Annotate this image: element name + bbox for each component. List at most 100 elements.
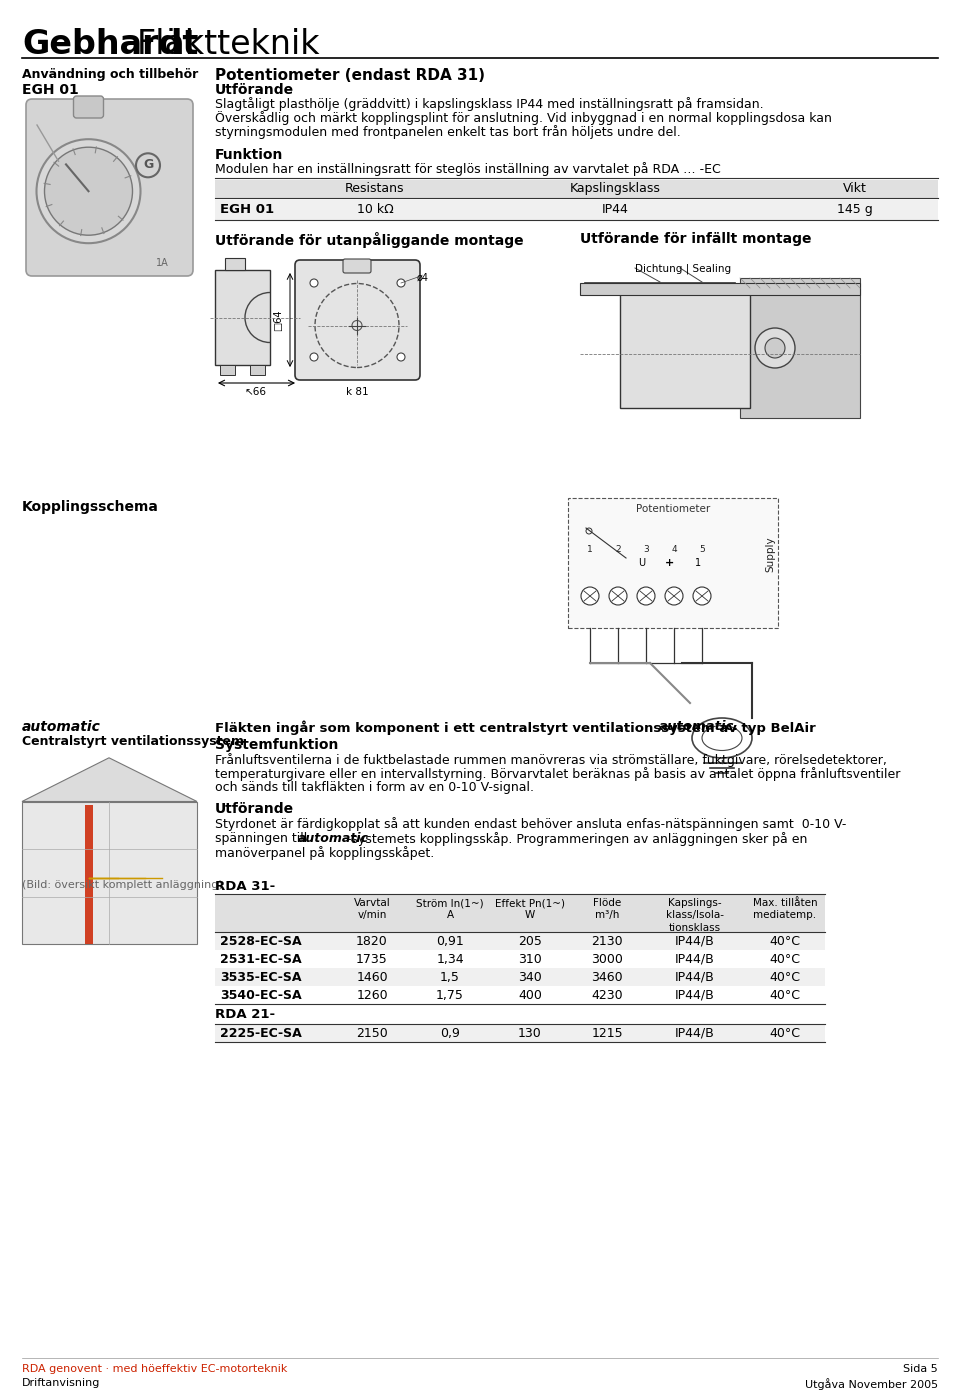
Text: Utgåva November 2005: Utgåva November 2005	[804, 1378, 938, 1389]
Bar	[215, 932, 825, 950]
Text: RDA 31-: RDA 31-	[215, 880, 276, 893]
Text: Supply: Supply	[765, 536, 775, 572]
Text: □64: □64	[273, 309, 283, 330]
FancyBboxPatch shape	[26, 99, 193, 276]
Text: 3535-EC-SA: 3535-EC-SA	[220, 971, 301, 983]
Text: Varvtal
v/min: Varvtal v/min	[353, 898, 391, 921]
Text: 1,75: 1,75	[436, 989, 464, 1002]
Text: 2130: 2130	[591, 935, 623, 949]
Bar	[225, 257, 245, 270]
Bar	[215, 986, 825, 1004]
Text: IP44/B: IP44/B	[675, 935, 715, 949]
Text: ↖66: ↖66	[245, 388, 267, 397]
Text: -systemets kopplingsskåp. Programmeringen av anläggningen sker på en: -systemets kopplingsskåp. Programmeringe…	[348, 832, 807, 846]
Text: Utförande för utanpåliggande montage: Utförande för utanpåliggande montage	[215, 232, 523, 248]
Circle shape	[310, 278, 318, 287]
Text: 4230: 4230	[591, 989, 623, 1002]
Text: 2528-EC-SA: 2528-EC-SA	[220, 935, 301, 949]
Bar	[215, 270, 270, 365]
Bar	[84, 806, 92, 944]
Text: 40°C: 40°C	[770, 989, 801, 1002]
Text: Systemfunktion: Systemfunktion	[215, 739, 338, 753]
Text: Vikt: Vikt	[843, 182, 867, 194]
Text: Kopplingsschema: Kopplingsschema	[22, 499, 158, 513]
Text: Gebhardt: Gebhardt	[22, 28, 199, 62]
Text: 2531-EC-SA: 2531-EC-SA	[220, 953, 301, 965]
Text: Modulen har en inställningsratt för steglös inställning av varvtalet på RDA … -E: Modulen har en inställningsratt för steg…	[215, 162, 721, 176]
Text: Frånluftsventilerna i de fuktbelastade rummen manövreras via strömställare, fukt: Frånluftsventilerna i de fuktbelastade r…	[215, 753, 887, 767]
Text: 310: 310	[518, 953, 541, 965]
Text: automatic: automatic	[298, 832, 369, 845]
FancyBboxPatch shape	[295, 260, 420, 381]
Text: 5: 5	[699, 546, 705, 554]
Text: IP44/B: IP44/B	[675, 1027, 715, 1039]
Text: 3: 3	[643, 546, 649, 554]
Text: ø4: ø4	[417, 273, 429, 283]
Text: 2150: 2150	[356, 1027, 388, 1039]
Bar	[215, 1024, 825, 1042]
Text: k 81: k 81	[346, 388, 369, 397]
Text: EGH 01: EGH 01	[22, 83, 79, 97]
Text: 3540-EC-SA: 3540-EC-SA	[220, 989, 301, 1002]
Bar	[215, 200, 938, 220]
Bar	[250, 365, 265, 375]
Circle shape	[397, 278, 405, 287]
Bar	[215, 950, 825, 968]
Bar	[580, 283, 860, 295]
Bar	[215, 968, 825, 986]
Circle shape	[44, 147, 132, 235]
Bar	[740, 278, 860, 418]
Text: automatic.: automatic.	[659, 720, 739, 733]
Text: 1: 1	[588, 546, 593, 554]
Text: Effekt Pn(1~)
W: Effekt Pn(1~) W	[495, 898, 565, 921]
Text: G: G	[143, 158, 154, 171]
Text: IP44/B: IP44/B	[675, 953, 715, 965]
Text: 1820: 1820	[356, 935, 388, 949]
Text: Potentiometer: Potentiometer	[636, 504, 710, 513]
FancyBboxPatch shape	[74, 97, 104, 118]
Text: IP44/B: IP44/B	[675, 971, 715, 983]
Text: och sänds till takfläkten i form av en 0-10 V-signal.: och sänds till takfläkten i form av en 0…	[215, 781, 534, 795]
Text: 1,34: 1,34	[436, 953, 464, 965]
Text: 2225-EC-SA: 2225-EC-SA	[220, 1027, 301, 1039]
Text: U: U	[638, 558, 645, 568]
Text: Driftanvisning: Driftanvisning	[22, 1378, 101, 1388]
Text: Slagtåligt plasthölje (gräddvitt) i kapslingsklass IP44 med inställningsratt på : Slagtåligt plasthölje (gräddvitt) i kaps…	[215, 97, 763, 111]
Text: 1735: 1735	[356, 953, 388, 965]
Bar	[568, 498, 778, 628]
FancyBboxPatch shape	[343, 259, 371, 273]
Text: 0,9: 0,9	[440, 1027, 460, 1039]
Circle shape	[665, 588, 683, 604]
Text: 1215: 1215	[591, 1027, 623, 1039]
Text: 3000: 3000	[591, 953, 623, 965]
Text: 3460: 3460	[591, 971, 623, 983]
Text: 40°C: 40°C	[770, 1027, 801, 1039]
Text: automatic: automatic	[22, 720, 101, 734]
Polygon shape	[22, 758, 197, 802]
Text: spänningen till: spänningen till	[215, 832, 311, 845]
Text: 400: 400	[518, 989, 542, 1002]
Text: 0,91: 0,91	[436, 935, 464, 949]
Bar	[220, 365, 235, 375]
Text: IP44: IP44	[602, 203, 629, 215]
Text: Överskådlig och märkt kopplingsplint för anslutning. Vid inbyggnad i en normal k: Överskådlig och märkt kopplingsplint för…	[215, 111, 832, 125]
Bar	[215, 894, 825, 932]
Bar	[22, 802, 197, 944]
Text: 40°C: 40°C	[770, 935, 801, 949]
Bar	[620, 288, 750, 409]
Text: Sida 5: Sida 5	[903, 1364, 938, 1374]
Text: RDA 21-: RDA 21-	[215, 1009, 276, 1021]
Text: manöverpanel på kopplingsskåpet.: manöverpanel på kopplingsskåpet.	[215, 846, 434, 860]
Text: 145 g: 145 g	[837, 203, 873, 215]
Circle shape	[637, 588, 655, 604]
Text: 10 kΩ: 10 kΩ	[356, 203, 394, 215]
Text: Fläktteknik: Fläktteknik	[136, 28, 320, 62]
Bar	[215, 180, 938, 199]
Circle shape	[36, 139, 140, 243]
Text: styrningsmodulen med frontpanelen enkelt tas bort från höljets undre del.: styrningsmodulen med frontpanelen enkelt…	[215, 125, 681, 139]
Text: +: +	[665, 558, 675, 568]
Circle shape	[609, 588, 627, 604]
Text: Användning och tillbehör: Användning och tillbehör	[22, 69, 199, 81]
Text: Ström In(1~)
A: Ström In(1~) A	[417, 898, 484, 921]
Text: 1460: 1460	[356, 971, 388, 983]
